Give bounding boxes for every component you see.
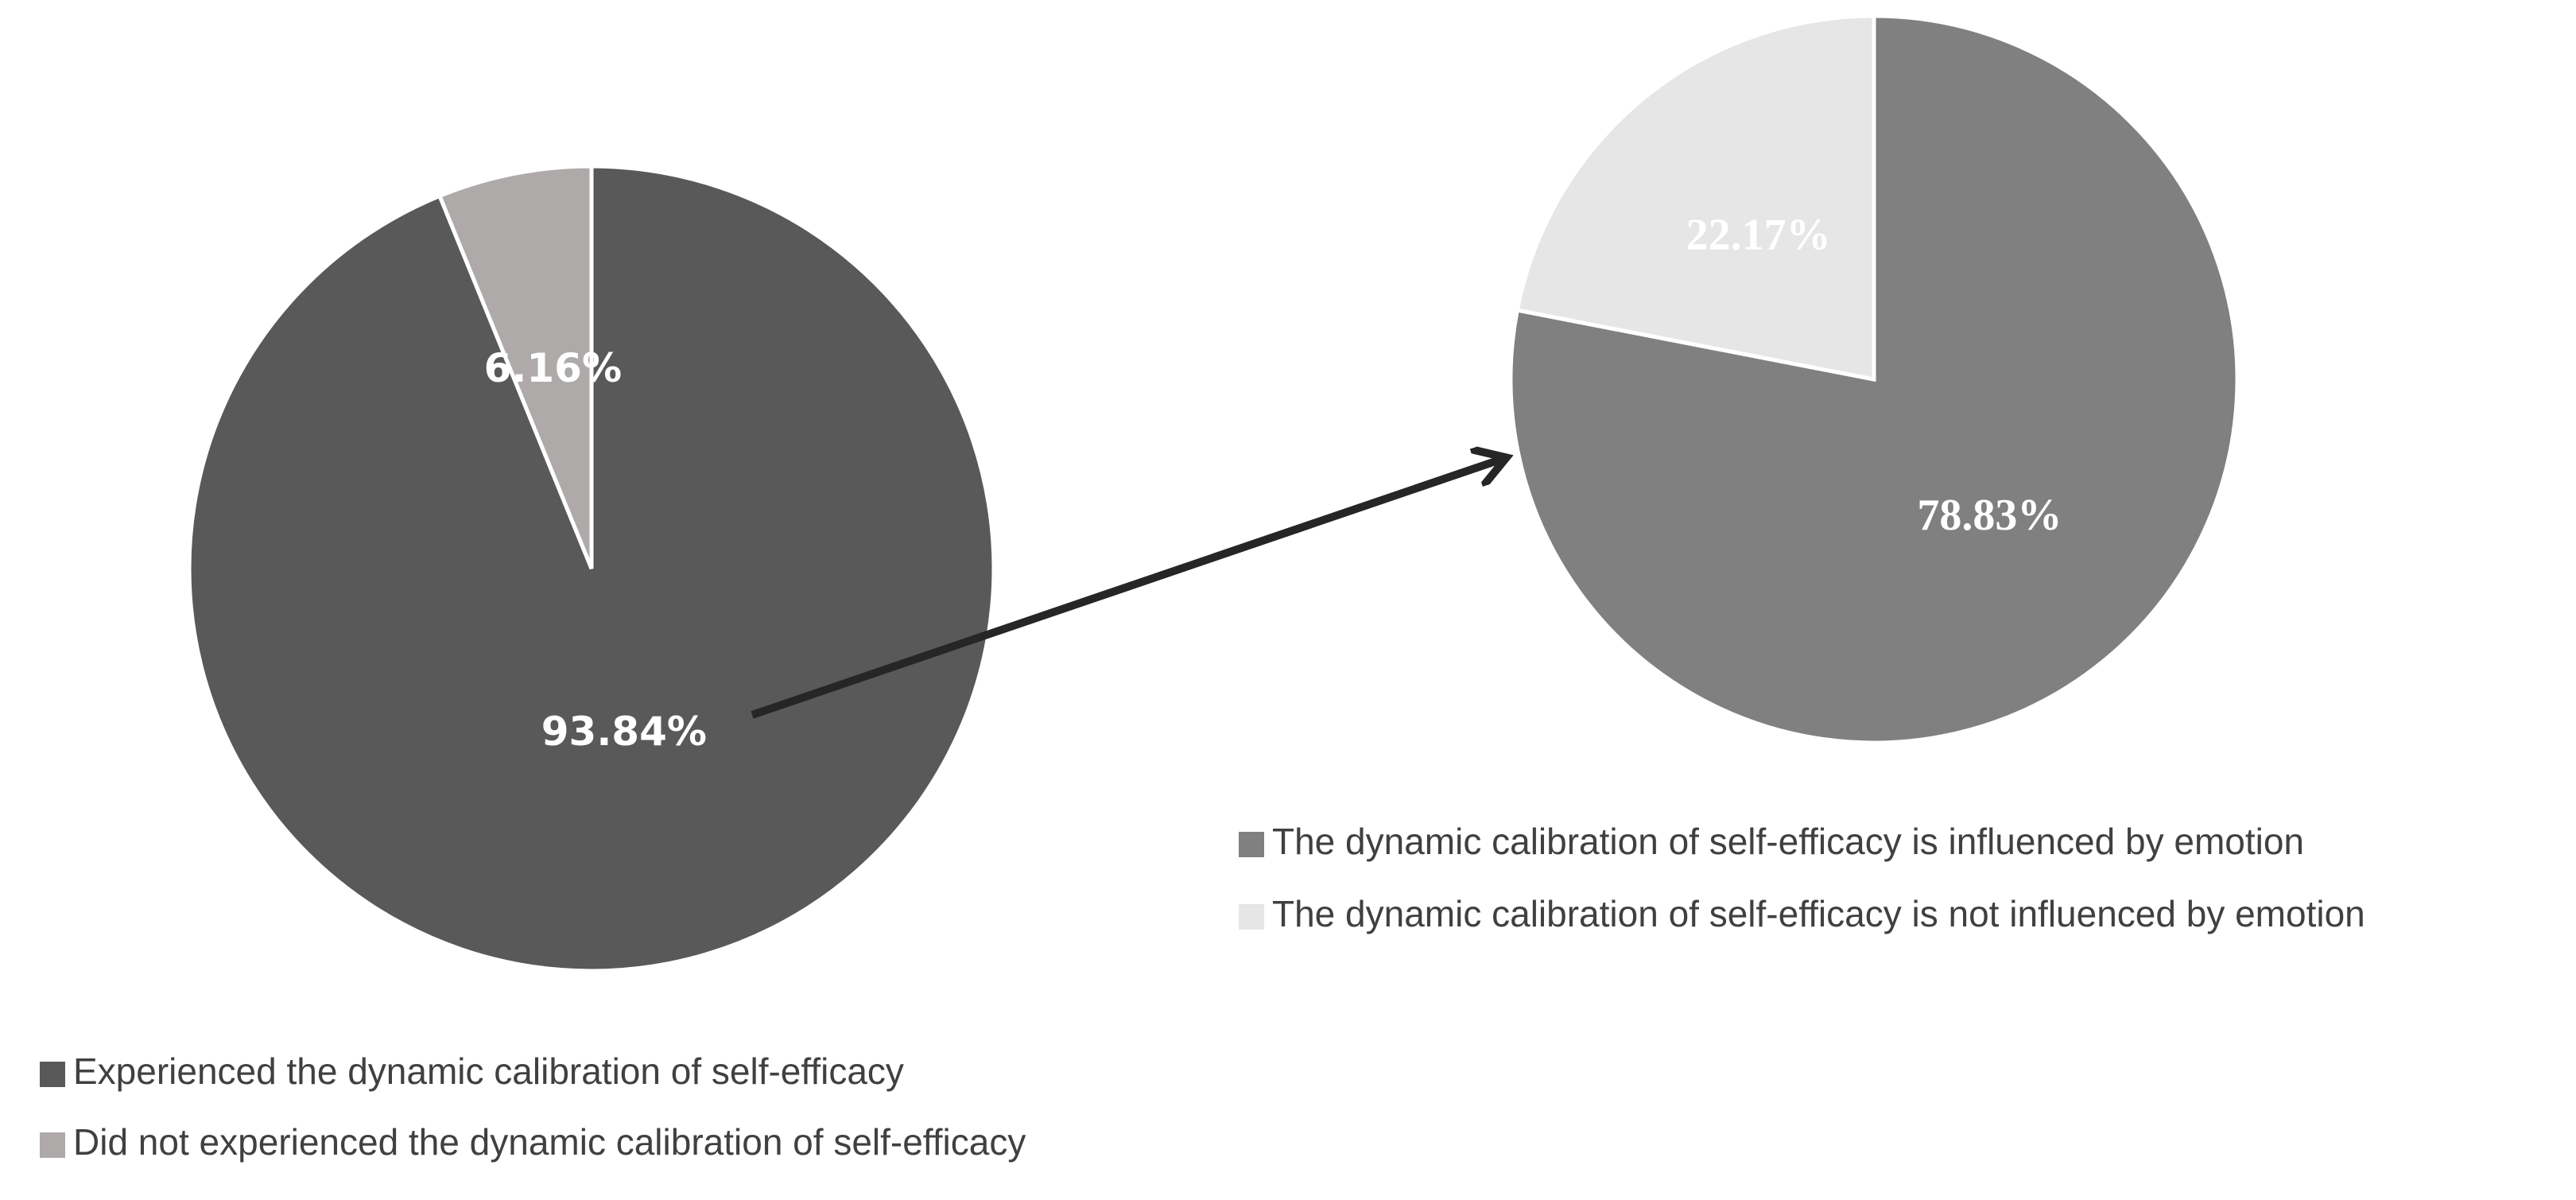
arrow: [751, 459, 1503, 719]
pie-slice: [1508, 14, 2240, 745]
legend-swatch: [1239, 904, 1264, 930]
legend-label: Did not experienced the dynamic calibrat…: [73, 1121, 1026, 1163]
legend-swatch: [40, 1062, 65, 1087]
legend-label: The dynamic calibration of self-efficacy…: [1272, 821, 2304, 862]
pies: [187, 14, 2240, 973]
data-label: 93.84%: [541, 709, 707, 755]
legend-swatch: [1239, 832, 1264, 857]
legend-swatch: [40, 1132, 65, 1158]
pie-slice: [1515, 14, 1876, 383]
pie-slice: [436, 164, 594, 569]
labels: 93.84% Experienced the dynamic calibratio…: [40, 211, 2365, 1163]
data-label: 22.17%: [1686, 211, 1831, 260]
data-label: 78.83%: [1917, 491, 2062, 540]
legend-label: Experienced the dynamic calibration of s…: [73, 1050, 904, 1092]
legend-label: The dynamic calibration of self-efficacy…: [1272, 893, 2365, 934]
data-label: 6.16%: [484, 345, 622, 391]
